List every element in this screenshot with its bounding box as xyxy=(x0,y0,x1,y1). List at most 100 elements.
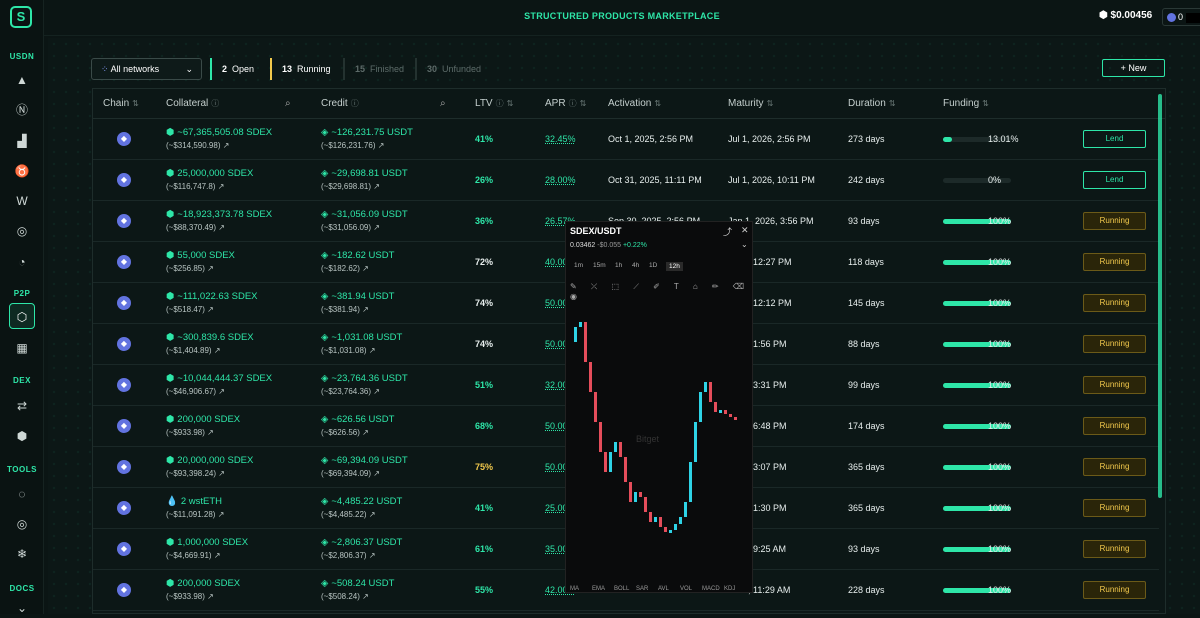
swap-arrows-icon[interactable]: ⇄ xyxy=(16,399,28,413)
credit-usd[interactable]: (~$1,031.08) ↗ xyxy=(321,346,376,355)
running-status-button[interactable]: Running xyxy=(1083,499,1146,517)
credit-search-icon[interactable]: ⌕ xyxy=(440,98,446,109)
collateral-search-icon[interactable]: ⌕ xyxy=(285,98,291,109)
network-select[interactable]: ⁘ All networks ⌄ xyxy=(91,58,202,80)
column-funding[interactable]: Funding ⇅ xyxy=(943,98,989,109)
timeframe-option[interactable]: 12h xyxy=(666,262,683,271)
app-logo[interactable]: S xyxy=(10,6,32,28)
snowflake-icon[interactable]: ❄ xyxy=(16,547,28,561)
collateral-usd[interactable]: (~$4,669.91) ↗ xyxy=(166,551,221,560)
table-row[interactable]: ◆ ⬢ 1,000,000 SDEX (~$4,669.91) ↗ ◈ ~2,806.37… xyxy=(93,529,1159,570)
chart-pair[interactable]: SDEX/USDT xyxy=(570,226,622,236)
table-row[interactable]: ◆ ⬢ 200,000 SDEX (~$933.98) ↗ ◈ ~508.24 USDT (… xyxy=(93,570,1159,611)
tab-finished[interactable]: 15 Finished xyxy=(343,58,404,80)
wallet-button[interactable]: 0 xyxy=(1162,8,1200,26)
column-collateral[interactable]: Collateral ⓘ xyxy=(166,98,220,109)
chart-drawing-toolbar[interactable]: ✎ ⤫ ⬚ ⟋ ✐ T ⌂ ✏ ⌫ ◉ xyxy=(570,282,751,301)
grid-icon[interactable]: ▦ xyxy=(16,341,28,355)
indicator-option[interactable]: EMA xyxy=(592,586,606,592)
running-status-button[interactable]: Running xyxy=(1083,294,1146,312)
credit-usd[interactable]: (~$126,231.76) ↗ xyxy=(321,141,385,150)
collateral-usd[interactable]: (~$518.47) ↗ xyxy=(166,305,214,314)
credit-usd[interactable]: (~$4,485.22) ↗ xyxy=(321,510,376,519)
candlestick-chart[interactable]: Bitget xyxy=(566,302,752,572)
indicator-option[interactable]: VOL xyxy=(680,586,693,592)
share-icon[interactable]: ⤴ xyxy=(723,227,733,237)
timeframe-option[interactable]: 15m xyxy=(593,262,606,269)
table-row[interactable]: ◆ ⬢ 20,000,000 SDEX (~$93,398.24) ↗ ◈ ~69,394… xyxy=(93,447,1159,488)
collateral-usd[interactable]: (~$1,404.89) ↗ xyxy=(166,346,221,355)
timeframe-option[interactable]: 1m xyxy=(574,262,584,269)
collateral-usd[interactable]: (~$116,747.8) ↗ xyxy=(166,182,225,191)
collateral-usd[interactable]: (~$933.98) ↗ xyxy=(166,428,214,437)
running-status-button[interactable]: Running xyxy=(1083,581,1146,599)
lend-button[interactable]: Lend xyxy=(1083,171,1146,189)
timeframe-option[interactable]: 1D xyxy=(649,262,658,269)
column-ltv[interactable]: LTV ⓘ ⇅ xyxy=(475,98,514,109)
piggy-bank-icon[interactable]: ♉ xyxy=(14,164,30,178)
maturity-date: Jan 1, 2026, 3:56 PM xyxy=(728,216,814,226)
running-status-button[interactable]: Running xyxy=(1083,335,1146,353)
credit-usd[interactable]: (~$508.24) ↗ xyxy=(321,592,369,601)
compass-icon[interactable]: ◎ xyxy=(16,224,28,238)
credit-usd[interactable]: (~$31,056.09) ↗ xyxy=(321,223,380,232)
collateral-usd[interactable]: (~$256.85) ↗ xyxy=(166,264,214,273)
running-status-button[interactable]: Running xyxy=(1083,540,1146,558)
running-status-button[interactable]: Running xyxy=(1083,417,1146,435)
tab-open[interactable]: 2 Open xyxy=(210,58,254,80)
table-scrollbar[interactable] xyxy=(1158,94,1162,498)
tab-running[interactable]: 13 Running xyxy=(270,58,331,80)
funding-progress-fill xyxy=(943,383,1011,388)
lend-button[interactable]: Lend xyxy=(1083,130,1146,148)
column-credit[interactable]: Credit ⓘ xyxy=(321,98,359,109)
collateral-usd[interactable]: (~$93,398.24) ↗ xyxy=(166,469,225,478)
n-coin-icon[interactable]: Ⓝ xyxy=(15,103,28,117)
candle xyxy=(614,442,617,452)
credit-usd[interactable]: (~$626.56) ↗ xyxy=(321,428,369,437)
column-maturity[interactable]: Maturity ⇅ xyxy=(728,98,774,109)
gauge-icon[interactable]: ◔ xyxy=(18,255,26,269)
cube-icon[interactable]: ⬡ xyxy=(9,303,35,329)
column-apr[interactable]: APR ⓘ ⇅ xyxy=(545,98,587,109)
ring-icon[interactable]: ◌ xyxy=(18,487,26,501)
indicator-option[interactable]: BOLL xyxy=(614,586,630,592)
timeframe-option[interactable]: 1h xyxy=(615,262,623,269)
running-status-button[interactable]: Running xyxy=(1083,376,1146,394)
collateral-usd[interactable]: (~$314,590.98) ↗ xyxy=(166,141,230,150)
chevron-down-icon[interactable]: ⌄ xyxy=(741,240,748,249)
w-logo-icon[interactable]: W xyxy=(16,194,28,208)
column-duration[interactable]: Duration ⇅ xyxy=(848,98,896,109)
new-button[interactable]: + New xyxy=(1102,59,1165,77)
running-status-button[interactable]: Running xyxy=(1083,253,1146,271)
triangle-icon[interactable]: ▲ xyxy=(16,73,28,87)
sdex-logo-icon[interactable]: ⬢ xyxy=(16,429,28,443)
chevron-down-icon[interactable]: ⌄ xyxy=(16,601,28,615)
indicator-option[interactable]: SAR xyxy=(636,586,649,592)
funding-percent: 100% xyxy=(988,216,1012,226)
collateral-usd[interactable]: (~$88,370.49) ↗ xyxy=(166,223,225,232)
column-activation[interactable]: Activation ⇅ xyxy=(608,98,662,109)
chart-bars-icon[interactable]: ▟ xyxy=(17,134,27,148)
running-status-button[interactable]: Running xyxy=(1083,212,1146,230)
column-chain[interactable]: Chain ⇅ xyxy=(103,98,139,109)
indicator-option[interactable]: MACD xyxy=(702,586,720,592)
credit-usd[interactable]: (~$29,698.81) ↗ xyxy=(321,182,380,191)
table-row[interactable]: ◆ ⬢ ~67,365,505.08 SDEX (~$314,590.98) ↗ ◈ ~1… xyxy=(93,119,1159,160)
credit-usd[interactable]: (~$2,806.37) ↗ xyxy=(321,551,376,560)
table-row[interactable]: ◆ ⬢ 25,000,000 SDEX (~$116,747.8) ↗ ◈ ~29,698… xyxy=(93,160,1159,201)
credit-usd[interactable]: (~$69,394.09) ↗ xyxy=(321,469,380,478)
credit-usd[interactable]: (~$381.94) ↗ xyxy=(321,305,369,314)
collateral-usd[interactable]: (~$46,906.67) ↗ xyxy=(166,387,225,396)
indicator-option[interactable]: AVL xyxy=(658,586,669,592)
timeframe-option[interactable]: 4h xyxy=(632,262,640,269)
indicator-option[interactable]: KDJ xyxy=(724,586,736,592)
indicator-option[interactable]: MA xyxy=(570,586,579,592)
tab-unfunded[interactable]: 30 Unfunded xyxy=(415,58,481,80)
credit-usd[interactable]: (~$23,764.36) ↗ xyxy=(321,387,380,396)
collateral-usd[interactable]: (~$933.98) ↗ xyxy=(166,592,214,601)
credit-usd[interactable]: (~$182.62) ↗ xyxy=(321,264,369,273)
close-icon[interactable]: ✕ xyxy=(741,225,749,235)
collateral-usd[interactable]: (~$11,091.28) ↗ xyxy=(166,510,225,519)
target-icon[interactable]: ◎ xyxy=(16,517,28,531)
running-status-button[interactable]: Running xyxy=(1083,458,1146,476)
